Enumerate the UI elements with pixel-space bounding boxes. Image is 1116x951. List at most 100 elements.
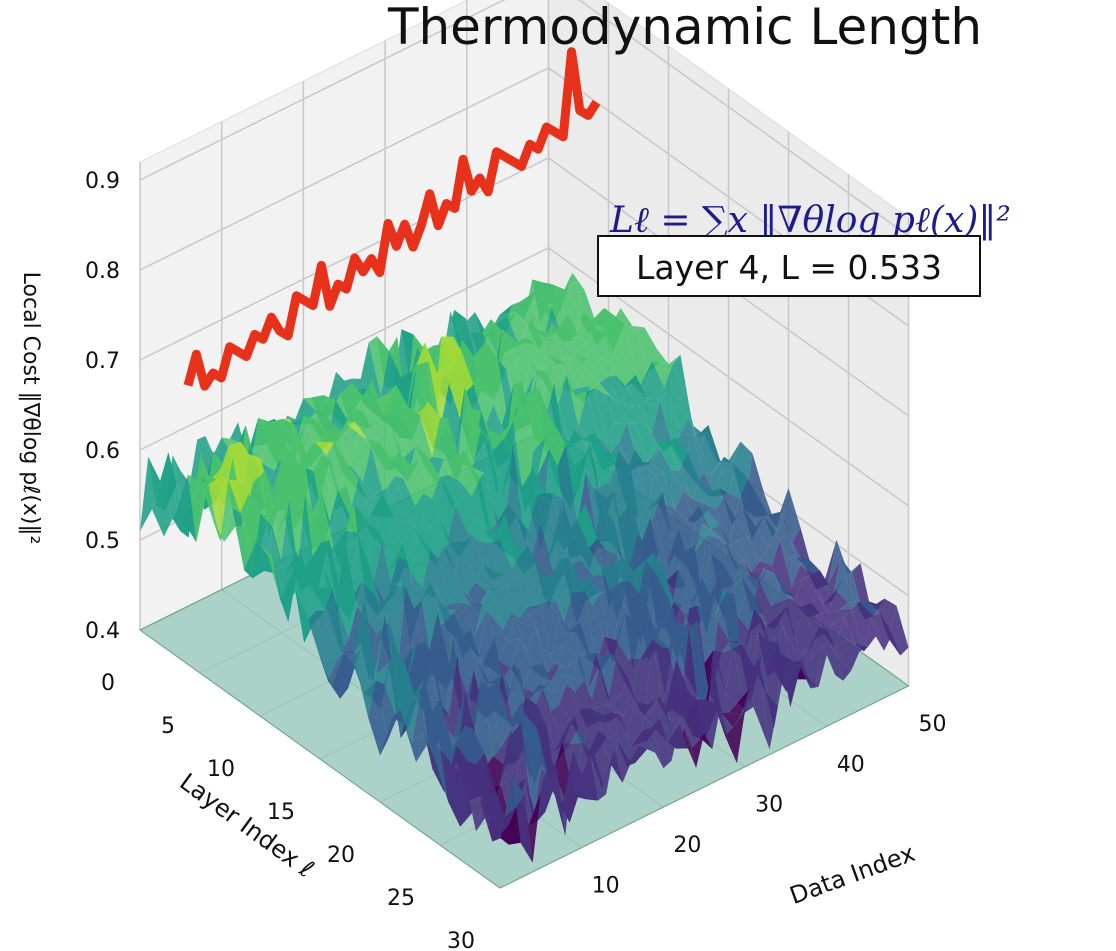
surface-facet bbox=[587, 356, 608, 384]
surface-facet bbox=[542, 357, 563, 401]
surface-facet bbox=[615, 416, 636, 424]
surface-facet bbox=[504, 777, 525, 818]
surface-facet bbox=[684, 392, 705, 437]
surface-facet bbox=[652, 639, 673, 714]
surface-facet bbox=[843, 608, 864, 652]
surface-facet bbox=[383, 458, 404, 494]
surface-facet bbox=[336, 542, 358, 639]
surface-facet bbox=[751, 561, 772, 573]
surface-facet bbox=[593, 503, 614, 550]
surface-facet bbox=[664, 607, 686, 694]
surface-facet bbox=[499, 586, 520, 618]
surface-facet bbox=[746, 609, 767, 684]
surface-facet bbox=[407, 497, 428, 533]
surface-facet bbox=[586, 388, 607, 442]
surface-facet bbox=[523, 279, 545, 320]
surface-facet bbox=[700, 425, 721, 475]
surface-facet bbox=[594, 388, 616, 442]
surface-facet bbox=[735, 508, 756, 538]
surface-facet bbox=[727, 466, 749, 498]
surface-facet bbox=[611, 712, 632, 753]
surface-facet bbox=[415, 493, 436, 506]
surface-facet bbox=[506, 618, 528, 652]
surface-facet bbox=[378, 530, 399, 571]
y-tick-label: 15 bbox=[267, 800, 295, 825]
surface-facet bbox=[371, 442, 392, 494]
surface-facet bbox=[755, 568, 776, 589]
surface-facet bbox=[240, 441, 262, 484]
surface-facet bbox=[598, 437, 619, 454]
surface-facet bbox=[382, 542, 403, 596]
surface-facet bbox=[405, 334, 426, 415]
surface-facet bbox=[651, 400, 672, 452]
surface-facet bbox=[672, 354, 693, 426]
surface-facet bbox=[295, 398, 316, 422]
y-axis-label: Layer Index ℓ bbox=[174, 768, 318, 884]
surface-facet bbox=[515, 618, 536, 652]
surface-facet bbox=[563, 634, 584, 657]
surface-facet bbox=[494, 637, 515, 705]
surface-facet bbox=[436, 353, 458, 385]
surface-facet bbox=[723, 540, 744, 567]
surface-facet bbox=[495, 513, 517, 551]
surface-facet bbox=[386, 475, 408, 514]
surface-facet bbox=[711, 524, 732, 547]
z-axis-label: Local Cost ‖∇θlog pℓ(x)‖² bbox=[18, 272, 43, 545]
surface-facet bbox=[591, 665, 612, 706]
surface-facet bbox=[481, 411, 502, 451]
surface-facet bbox=[746, 590, 767, 626]
surface-facet bbox=[394, 520, 415, 562]
surface-facet bbox=[332, 653, 353, 699]
surface-facet bbox=[507, 575, 528, 618]
surface-facet bbox=[659, 390, 680, 445]
surface-facet bbox=[459, 463, 481, 497]
surface-facet bbox=[455, 541, 476, 596]
surface-facet bbox=[625, 558, 646, 608]
surface-facet bbox=[435, 458, 457, 483]
surface-facet bbox=[313, 491, 334, 549]
surface-facet bbox=[743, 559, 764, 589]
surface-facet bbox=[739, 537, 760, 573]
surface-facet bbox=[396, 661, 417, 717]
surface-facet bbox=[519, 605, 540, 618]
surface-facet bbox=[391, 452, 412, 479]
surface-facet bbox=[799, 558, 821, 575]
surface-facet bbox=[526, 338, 547, 376]
surface-facet bbox=[586, 432, 607, 488]
surface-facet bbox=[473, 360, 494, 426]
surface-facet bbox=[326, 442, 347, 498]
surface-facet bbox=[140, 456, 161, 531]
surface-facet bbox=[406, 527, 427, 562]
surface-facet bbox=[435, 483, 456, 541]
surface-facet bbox=[368, 336, 389, 396]
surface-facet bbox=[531, 574, 553, 584]
surface-facet bbox=[643, 361, 665, 401]
surface-facet bbox=[431, 517, 452, 548]
surface-facet bbox=[314, 441, 335, 456]
surface-facet bbox=[758, 615, 779, 649]
surface-facet bbox=[559, 288, 581, 341]
surface-facet bbox=[686, 545, 707, 635]
surface-facet bbox=[445, 336, 466, 393]
surface-facet bbox=[487, 534, 508, 544]
surface-facet bbox=[390, 511, 411, 522]
surface-facet bbox=[589, 538, 610, 609]
surface-facet bbox=[577, 754, 599, 801]
surface-facet bbox=[627, 422, 648, 467]
x-tick-label: 30 bbox=[755, 793, 783, 818]
surface-facet bbox=[710, 577, 731, 649]
surface-facet bbox=[643, 727, 664, 769]
surface-facet bbox=[324, 588, 345, 661]
surface-facet bbox=[294, 416, 315, 459]
surface-facet bbox=[761, 641, 783, 728]
surface-facet bbox=[400, 694, 421, 742]
surface-facet bbox=[608, 640, 629, 670]
surface-facet bbox=[771, 540, 792, 594]
surface-facet bbox=[666, 504, 688, 536]
surface-facet bbox=[531, 605, 552, 655]
surface-facet bbox=[565, 444, 586, 524]
surface-facet bbox=[828, 539, 849, 585]
surface-facet bbox=[767, 532, 788, 559]
surface-facet bbox=[574, 429, 595, 445]
surface-facet bbox=[348, 605, 370, 680]
